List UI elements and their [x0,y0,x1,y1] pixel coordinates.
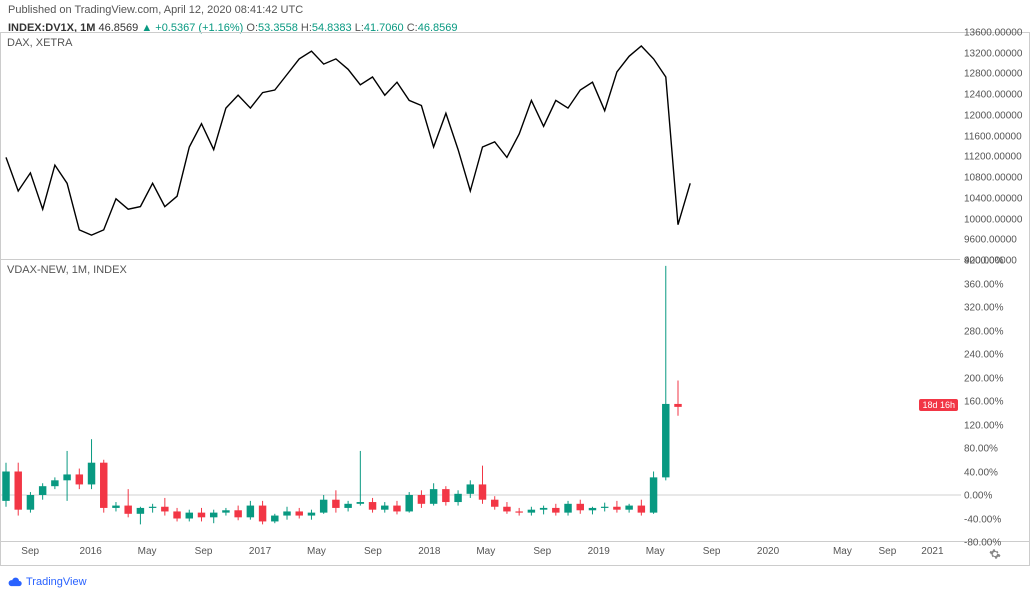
panel1-title: DAX, XETRA [7,37,72,49]
cloud-icon [8,577,22,587]
yaxis-tick-label: 280.00% [964,326,1003,337]
yaxis-tick-label: 11600.00000 [964,131,1022,142]
yaxis-tick-label: 13600.00000 [964,28,1022,39]
yaxis-tick-label: 9600.00000 [964,235,1017,246]
xaxis-tick-label: 2016 [80,546,102,557]
xaxis-tick-label: Sep [533,546,551,557]
yaxis-tick-label: -40.00% [964,514,1001,525]
line-chart-svg [1,33,961,261]
publish-header: Published on TradingView.com, April 12, … [0,0,1030,20]
xaxis-tick-label: May [476,546,495,557]
yaxis-tick-label: 10800.00000 [964,173,1022,184]
yaxis-tick-label: 320.00% [964,303,1003,314]
x-axis-time[interactable]: Sep 2016 May Sep 2017 May Sep 2018 May Sep 2019 May… [0,542,960,566]
yaxis-tick-label: 40.00% [964,467,998,478]
yaxis-tick-label: 13200.00000 [964,48,1022,59]
yaxis-tick-label: 240.00% [964,350,1003,361]
xaxis-tick-label: 2017 [249,546,271,557]
yaxis-tick-label: 400.00% [964,256,1003,267]
xaxis-settings[interactable] [960,542,1030,566]
indicator-chart-panel[interactable]: VDAX-NEW, 1M, INDEX 18d 16h [0,260,960,542]
yaxis-tick-label: 360.00% [964,279,1003,290]
price-chart-panel[interactable]: DAX, XETRA [0,32,960,260]
yaxis-tick-label: 120.00% [964,420,1003,431]
xaxis-tick-label: Sep [21,546,39,557]
yaxis-tick-label: 200.00% [964,373,1003,384]
y-axis-scale[interactable]: 13600.0000013200.0000012800.0000012400.0… [960,32,1030,542]
xaxis-tick-label: May [138,546,157,557]
yaxis-tick-label: 12400.00000 [964,90,1022,101]
brand-text: TradingView [26,576,87,588]
xaxis-tick-label: Sep [878,546,896,557]
xaxis-tick-label: May [646,546,665,557]
yaxis-tick-label: 10000.00000 [964,214,1022,225]
publish-text: Published on TradingView.com, April 12, … [8,4,303,16]
xaxis-tick-label: Sep [364,546,382,557]
countdown-tag: 18d 16h [919,399,958,411]
xaxis-tick-label: 2021 [921,546,943,557]
xaxis-tick-label: 2020 [757,546,779,557]
yaxis-tick-label: 10400.00000 [964,193,1022,204]
xaxis-tick-label: 2019 [588,546,610,557]
yaxis-tick-label: 160.00% [964,397,1003,408]
xaxis-tick-label: Sep [703,546,721,557]
yaxis-tick-label: 12800.00000 [964,69,1022,80]
yaxis-tick-label: 12000.00000 [964,110,1022,121]
yaxis-tick-label: 0.00% [964,491,992,502]
yaxis-tick-label: 80.00% [964,444,998,455]
panel2-title: VDAX-NEW, 1M, INDEX [7,264,127,276]
xaxis-tick-label: May [833,546,852,557]
tradingview-footer[interactable]: TradingView [0,572,1030,592]
gear-icon [989,548,1001,560]
yaxis-tick-label: 11200.00000 [964,152,1022,163]
candle-chart-svg [1,260,961,542]
xaxis-tick-label: Sep [195,546,213,557]
xaxis-tick-label: 2018 [418,546,440,557]
xaxis-tick-label: May [307,546,326,557]
